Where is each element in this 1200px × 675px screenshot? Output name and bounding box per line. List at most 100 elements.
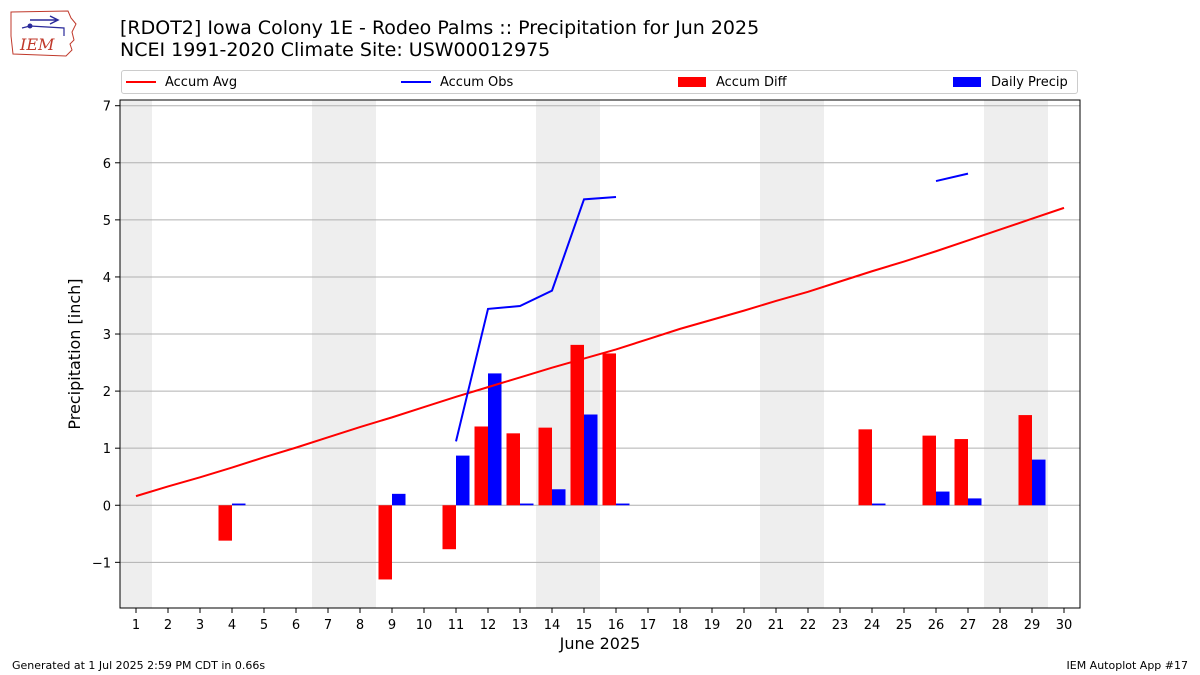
footer-generated: Generated at 1 Jul 2025 2:59 PM CDT in 0… — [12, 659, 266, 672]
daily-precip-bar-day-12 — [488, 373, 502, 506]
accum-diff-bar-day-27 — [954, 439, 968, 506]
x-tick-label: 30 — [1056, 618, 1073, 633]
y-axis: −1 0 1 2 3 4 5 6 7 — [92, 100, 120, 571]
legend-swatch-accum-diff — [678, 77, 706, 87]
x-tick-label: 5 — [260, 618, 268, 633]
y-tick-label: 0 — [103, 499, 111, 514]
accum-diff-bar-day-16 — [602, 353, 616, 506]
x-tick-label: 13 — [512, 618, 529, 633]
y-tick-label: 4 — [103, 271, 111, 286]
daily-precip-bar-day-16 — [616, 503, 630, 506]
x-tick-label: 4 — [228, 618, 236, 633]
x-tick-label: 29 — [1024, 618, 1041, 633]
x-tick-label: 6 — [292, 618, 300, 633]
daily-precip-bar-day-9 — [392, 493, 406, 506]
y-tick-label: 1 — [103, 442, 111, 457]
y-tick-label: −1 — [92, 556, 111, 571]
x-tick-label: 3 — [196, 618, 204, 633]
x-tick-label: 22 — [800, 618, 817, 633]
x-tick-label: 17 — [640, 618, 657, 633]
accum-diff-bar-day-11 — [442, 505, 456, 550]
x-tick-label: 21 — [768, 618, 785, 633]
daily-precip-bar-day-4 — [232, 503, 246, 506]
accum-diff-bar-day-15 — [570, 344, 584, 506]
weekend-band-day-7 — [312, 100, 344, 608]
weekend-band-day-21 — [760, 100, 792, 608]
x-tick-label: 16 — [608, 618, 625, 633]
legend-item-daily-precip: Daily Precip — [953, 71, 1068, 93]
x-tick-label: 26 — [928, 618, 945, 633]
legend-label-daily-precip: Daily Precip — [991, 74, 1068, 90]
legend-item-accum-diff: Accum Diff — [678, 71, 787, 93]
footer-app-id: IEM Autoplot App #17 — [1066, 659, 1189, 672]
legend-item-accum-obs: Accum Obs — [401, 71, 513, 93]
y-axis-label: Precipitation [inch] — [65, 278, 84, 429]
daily-precip-bar-day-15 — [584, 414, 598, 506]
daily-precip-bar-day-26 — [936, 491, 950, 506]
x-tick-label: 19 — [704, 618, 721, 633]
legend-swatch-accum-obs — [401, 81, 431, 83]
x-tick-label: 23 — [832, 618, 849, 633]
x-axis-label: June 2025 — [559, 634, 641, 653]
x-axis: 1 2 3 4 5 6 7 8 9 10 11 12 13 14 15 16 17 18 19 20 21 22 23 24 2… — [132, 608, 1072, 633]
daily-precip-bar-day-27 — [968, 498, 982, 506]
y-gridlines — [120, 105, 1080, 563]
x-tick-label: 28 — [992, 618, 1009, 633]
x-tick-label: 24 — [864, 618, 881, 633]
daily-precip-bar-day-29 — [1032, 459, 1046, 506]
bars — [218, 344, 1046, 580]
plot-frame — [119, 99, 1081, 609]
x-tick-label: 11 — [448, 618, 465, 633]
x-tick-label: 2 — [164, 618, 172, 633]
y-tick-label: 2 — [103, 385, 111, 400]
accum-diff-bar-day-24 — [858, 429, 872, 506]
x-tick-label: 8 — [356, 618, 364, 633]
legend-item-accum-avg: Accum Avg — [126, 71, 237, 93]
x-tick-label: 25 — [896, 618, 913, 633]
y-tick-label: 6 — [103, 157, 111, 172]
x-tick-label: 27 — [960, 618, 977, 633]
weekend-band-day-1 — [120, 100, 152, 608]
x-tick-label: 12 — [480, 618, 497, 633]
y-tick-label: 3 — [103, 328, 111, 343]
legend-label-accum-diff: Accum Diff — [716, 74, 787, 90]
chart-subtitle: NCEI 1991-2020 Climate Site: USW00012975 — [120, 39, 551, 61]
legend-swatch-daily-precip — [953, 77, 981, 87]
svg-text:IEM: IEM — [19, 35, 55, 54]
weekend-band-day-29 — [1016, 100, 1048, 608]
x-tick-label: 15 — [576, 618, 593, 633]
accum-obs-line-segment-0 — [455, 196, 617, 442]
daily-precip-bar-day-24 — [872, 503, 886, 506]
weekend-band-day-22 — [792, 100, 824, 608]
y-tick-label: 7 — [103, 100, 111, 115]
accum-diff-bar-day-14 — [538, 427, 552, 506]
x-tick-label: 18 — [672, 618, 689, 633]
weekend-band-day-14 — [536, 100, 568, 608]
accum-diff-bar-day-9 — [378, 505, 392, 580]
legend-label-accum-obs: Accum Obs — [440, 74, 514, 90]
series-lines — [135, 172, 1065, 498]
legend-swatch-accum-avg — [126, 81, 156, 83]
accum-avg-line-segment-0 — [135, 206, 1065, 498]
iem-logo: IEM — [10, 10, 77, 57]
accum-diff-bar-day-26 — [922, 435, 936, 506]
x-tick-label: 20 — [736, 618, 753, 633]
daily-precip-bar-day-13 — [520, 503, 534, 506]
x-tick-label: 14 — [544, 618, 561, 633]
accum-diff-bar-day-13 — [506, 433, 520, 506]
x-tick-label: 1 — [132, 618, 140, 633]
legend-label-accum-avg: Accum Avg — [165, 74, 238, 90]
accum-diff-bar-day-4 — [218, 505, 232, 541]
y-tick-label: 5 — [103, 214, 111, 229]
accum-obs-line-segment-1 — [935, 172, 969, 183]
chart-title: [RDOT2] Iowa Colony 1E - Rodeo Palms :: … — [120, 17, 760, 39]
accum-diff-bar-day-29 — [1018, 415, 1032, 506]
x-tick-label: 9 — [388, 618, 396, 633]
x-tick-label: 7 — [324, 618, 332, 633]
accum-diff-bar-day-12 — [474, 426, 488, 506]
legend: Accum Avg Accum Obs Accum Diff Daily Pre… — [121, 70, 1078, 94]
daily-precip-bar-day-11 — [456, 455, 470, 506]
daily-precip-bar-day-14 — [552, 489, 566, 506]
x-tick-label: 10 — [416, 618, 433, 633]
